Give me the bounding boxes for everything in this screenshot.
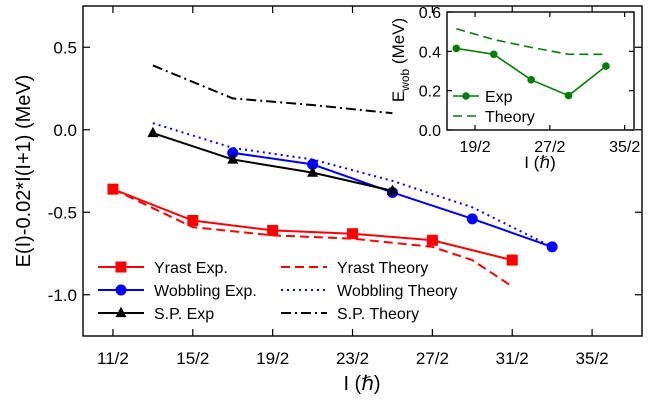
main-y-tick-label: -0.5 — [48, 203, 77, 222]
main-data-point — [267, 224, 279, 236]
legend-label: S.P. Exp — [154, 306, 214, 323]
legend-label: Yrast Exp. — [154, 260, 228, 277]
inset-y-axis-title: Ewob (MeV) — [389, 18, 412, 102]
main-y-axis-title: E(I)-0.02*I(I+1) (MeV) — [13, 75, 35, 268]
inset-data-point — [602, 62, 610, 70]
legend-marker — [115, 306, 127, 318]
main-x-tick-label: 23/2 — [336, 349, 369, 368]
inset-data-point — [489, 50, 498, 59]
main-y-tick-label: -1.0 — [48, 286, 77, 305]
inset-frame — [446, 11, 635, 131]
main-series-line — [112, 188, 513, 288]
main-data-point — [426, 234, 438, 246]
inset-data-point — [527, 76, 535, 84]
main-series-line — [152, 122, 553, 248]
main-x-tick-label: 15/2 — [176, 349, 209, 368]
inset-legend-label: Theory — [485, 109, 535, 126]
main-x-tick-label: 31/2 — [496, 349, 529, 368]
inset-y-tick-label: 0.6 — [419, 5, 441, 22]
main-data-point — [386, 184, 398, 195]
main-data-point — [307, 166, 319, 177]
legend-label: S.P. Theory — [337, 306, 419, 323]
legend-label: Wobbling Exp. — [154, 283, 257, 300]
main-data-point — [506, 254, 518, 266]
main-x-tick-label: 11/2 — [97, 349, 129, 368]
legend-label: Wobbling Theory — [337, 283, 457, 300]
main-data-point — [466, 213, 478, 225]
inset-legend-label: Exp — [485, 89, 513, 106]
legend-label: Yrast Theory — [337, 260, 428, 277]
inset-x-tick-label: 27/2 — [534, 139, 565, 156]
main-data-point — [187, 215, 199, 226]
inset-x-tick-label: 19/2 — [459, 139, 490, 156]
main-x-tick-label: 35/2 — [576, 349, 609, 368]
main-data-point — [307, 158, 319, 170]
inset-x-axis-title: I (ℏ) — [524, 153, 556, 172]
main-data-point — [227, 153, 239, 164]
main-y-tick-label: 0.0 — [53, 121, 77, 140]
inset-x-tick-label: 35/2 — [609, 139, 640, 156]
legend-marker — [115, 261, 127, 273]
main-series-line — [112, 188, 513, 262]
main-legend: Yrast Exp. Yrast Theory Wobbling Exp. Wobbl… — [98, 260, 457, 323]
main-series-line — [152, 132, 393, 192]
inset-data-point — [452, 44, 461, 53]
main-data-point — [147, 126, 159, 138]
main-data-point — [347, 228, 359, 240]
main-x-tick-label: 27/2 — [416, 349, 449, 368]
inset-legend-marker — [462, 92, 470, 100]
legend-marker — [115, 284, 127, 296]
inset-y-tick-label: 0.4 — [419, 44, 441, 61]
main-x-axis-title: I (ℏ) — [343, 373, 380, 395]
main-series-line — [152, 64, 393, 115]
inset-y-tick-label: 0.0 — [419, 123, 441, 140]
inset-plot: 19/2 27/2 35/2 0.0 0.2 0.4 0.6 I (ℏ) Ewob (MeV) E… — [389, 5, 640, 172]
inset-y-tick-label: 0.2 — [419, 84, 441, 101]
main-x-tick-label: 19/2 — [256, 349, 289, 368]
main-y-tick-label: 0.5 — [53, 38, 77, 57]
inset-data-point — [564, 91, 573, 100]
main-data-point — [227, 147, 239, 159]
inset-series-line — [456, 27, 606, 56]
